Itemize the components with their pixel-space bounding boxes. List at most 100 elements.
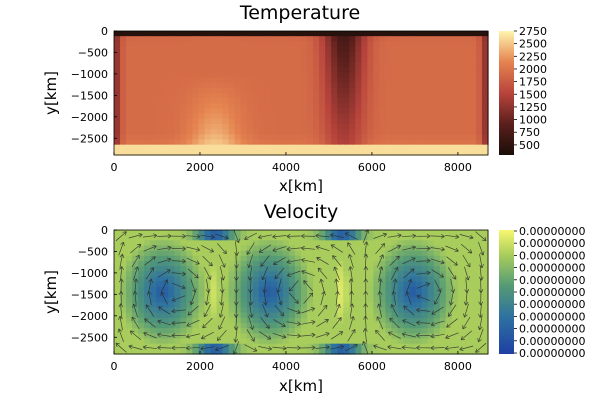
velocity-arrow bbox=[288, 292, 299, 304]
velocity-arrow bbox=[148, 278, 154, 293]
velocity-arrow bbox=[477, 328, 484, 343]
velocity-arrow bbox=[272, 234, 287, 239]
velocity-arrow bbox=[219, 291, 224, 306]
temperature-x-tick-label: 8000 bbox=[444, 161, 472, 174]
velocity-arrow bbox=[115, 231, 127, 242]
velocity-arrow bbox=[185, 345, 201, 351]
velocity-arrow bbox=[218, 254, 226, 268]
velocity-arrow bbox=[186, 333, 200, 339]
velocity-arrow bbox=[260, 255, 270, 267]
velocity-arrow bbox=[347, 242, 356, 255]
temperature-x-tick-label: 4000 bbox=[272, 161, 300, 174]
velocity-arrow bbox=[303, 280, 314, 292]
velocity-x-tick-label: 0 bbox=[111, 360, 118, 373]
velocity-arrow bbox=[475, 231, 487, 242]
temperature-y-tick-label: −2000 bbox=[71, 111, 108, 124]
velocity-arrow bbox=[348, 266, 354, 281]
velocity-arrow bbox=[431, 269, 444, 278]
velocity-arrow bbox=[448, 291, 454, 306]
velocity-arrow bbox=[334, 303, 341, 318]
velocity-arrow bbox=[273, 319, 286, 327]
velocity-arrow bbox=[363, 253, 369, 269]
velocity-arrow bbox=[389, 317, 400, 329]
velocity-arrow bbox=[133, 266, 139, 281]
velocity-arrow bbox=[376, 316, 384, 330]
velocity-arrow bbox=[416, 258, 431, 264]
velocity-arrow bbox=[244, 344, 258, 352]
velocity-arrow bbox=[186, 257, 200, 265]
velocity-arrow bbox=[347, 254, 354, 268]
velocity-arrow bbox=[433, 291, 442, 305]
velocity-arrow bbox=[378, 278, 383, 293]
velocity-arrow bbox=[445, 245, 459, 253]
velocity-arrow bbox=[258, 244, 272, 253]
velocity-arrow bbox=[430, 258, 445, 265]
velocity-arrow bbox=[128, 232, 143, 239]
temperature-ylabel: y[km] bbox=[42, 71, 60, 115]
velocity-arrow bbox=[119, 253, 125, 268]
velocity-arrow bbox=[389, 255, 400, 267]
velocity-arrow bbox=[157, 319, 172, 326]
velocity-arrow bbox=[171, 308, 186, 314]
velocity-arrow bbox=[363, 303, 368, 318]
velocity-colorbar-tick-label: 0.00000000 bbox=[519, 225, 585, 238]
velocity-arrow bbox=[272, 332, 287, 339]
velocity-x-tick-label: 4000 bbox=[272, 360, 300, 373]
temperature-plot-frame bbox=[113, 30, 489, 156]
velocity-arrow bbox=[363, 278, 369, 293]
velocity-arrow bbox=[157, 345, 172, 350]
velocity-arrow bbox=[171, 295, 186, 302]
velocity-arrow bbox=[260, 317, 270, 329]
velocity-colorbar-tick-label: 0.00000000 bbox=[519, 249, 585, 262]
velocity-arrow bbox=[257, 234, 272, 240]
velocity-arrow bbox=[459, 345, 474, 352]
velocity-arrow bbox=[416, 332, 431, 338]
velocity-arrow bbox=[132, 303, 138, 318]
velocity-arrow bbox=[233, 229, 240, 243]
velocity-arrow bbox=[172, 282, 186, 290]
velocity-arrow bbox=[375, 329, 385, 341]
velocity-colorbar-gradient bbox=[499, 230, 514, 354]
velocity-arrow bbox=[261, 266, 268, 281]
velocity-arrow bbox=[215, 233, 229, 240]
velocity-arrow bbox=[171, 258, 186, 264]
velocity-arrow bbox=[186, 234, 201, 239]
velocity-colorbar-tick-label: 0.00000000 bbox=[519, 310, 585, 323]
velocity-arrow bbox=[403, 268, 415, 279]
velocity-colorbar-tick-label: 0.00000000 bbox=[519, 298, 585, 311]
velocity-arrow bbox=[131, 254, 140, 268]
velocity-arrow bbox=[301, 269, 315, 277]
velocity-arrow bbox=[390, 304, 399, 317]
temperature-y-ticks: 0 −500 −1000 −1500 −2000 −2500 bbox=[71, 25, 117, 145]
velocity-arrow bbox=[416, 282, 431, 289]
temperature-x-tick-label: 0 bbox=[111, 161, 118, 174]
temperature-chart: Temperature 0 2000 4000 6000 8000 0 −500 −1000… bbox=[42, 2, 547, 195]
temperature-y-tick-label: 0 bbox=[101, 25, 108, 38]
velocity-arrow bbox=[478, 241, 485, 256]
velocity-arrow bbox=[286, 321, 301, 327]
temperature-colorbar-tick-label: 2000 bbox=[519, 63, 547, 76]
velocity-arrow bbox=[189, 291, 196, 306]
velocity-arrow bbox=[363, 291, 369, 306]
temperature-title: Temperature bbox=[239, 2, 360, 24]
velocity-arrow bbox=[347, 329, 356, 342]
velocity-arrow bbox=[301, 257, 316, 263]
velocity-colorbar-ticks: 0.000000000.000000000.000000000.00000000… bbox=[514, 225, 585, 360]
velocity-arrow bbox=[434, 279, 442, 293]
velocity-arrow bbox=[301, 345, 316, 351]
velocity-arrow bbox=[118, 303, 124, 318]
velocity-arrow bbox=[378, 266, 384, 281]
velocity-arrow bbox=[330, 344, 345, 350]
velocity-arrow bbox=[263, 291, 268, 306]
velocity-arrow bbox=[145, 304, 155, 317]
velocity-arrow bbox=[286, 270, 301, 277]
temperature-x-tick-label: 2000 bbox=[186, 161, 214, 174]
velocity-arrow bbox=[401, 233, 417, 239]
velocity-arrow bbox=[118, 278, 124, 293]
velocity-colorbar-tick-label: 0.00000000 bbox=[519, 347, 585, 360]
velocity-arrow bbox=[388, 331, 401, 339]
velocity-arrow bbox=[144, 256, 156, 266]
